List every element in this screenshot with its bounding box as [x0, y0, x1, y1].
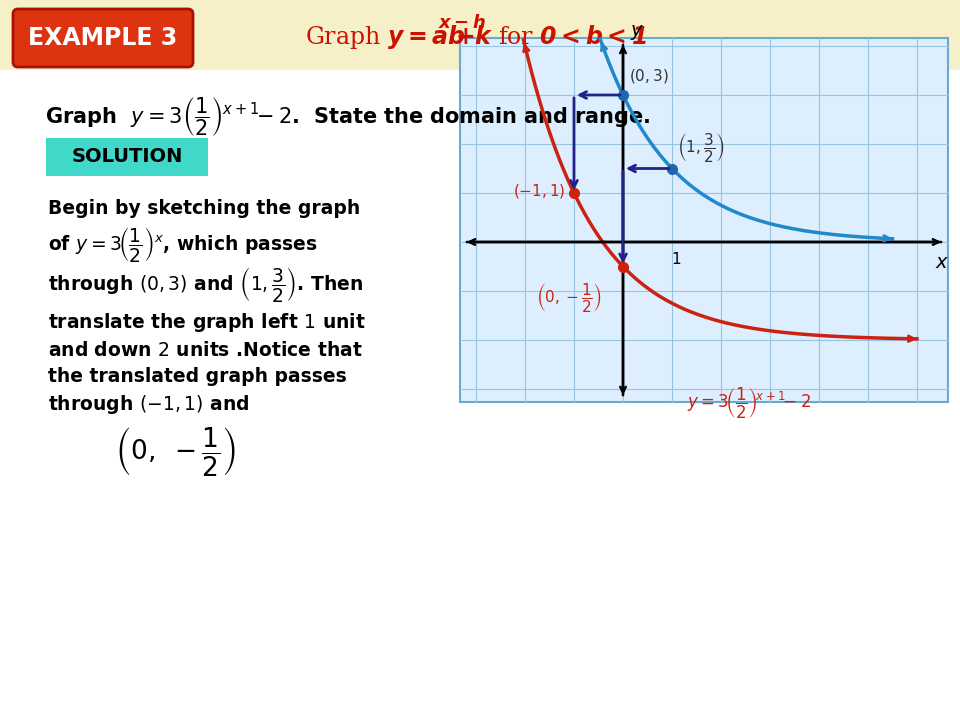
Text: 1: 1 [671, 253, 681, 268]
Text: $x$: $x$ [935, 253, 949, 271]
Text: $\bfit{+ k}$ for $\bfit{0 < b < 1}$: $\bfit{+ k}$ for $\bfit{0 < b < 1}$ [455, 25, 647, 48]
Text: SOLUTION: SOLUTION [71, 148, 182, 166]
Text: Begin by sketching the graph: Begin by sketching the graph [48, 199, 360, 217]
FancyBboxPatch shape [46, 138, 208, 176]
Text: through $(-1, 1)$ and: through $(-1, 1)$ and [48, 392, 250, 415]
Text: $\left(1, \dfrac{3}{2}\right)$: $\left(1, \dfrac{3}{2}\right)$ [677, 132, 724, 164]
Text: $y = 3\!\left(\dfrac{1}{2}\right)^{\!x+1}\!\! - 2$: $y = 3\!\left(\dfrac{1}{2}\right)^{\!x+1… [686, 386, 811, 421]
Text: $y$: $y$ [630, 22, 644, 42]
FancyBboxPatch shape [13, 9, 193, 67]
Text: $\bfit{x - h}$: $\bfit{x - h}$ [438, 14, 486, 32]
Text: through $(0, 3)$ and $\left(1, \dfrac{3}{2}\right)$. Then: through $(0, 3)$ and $\left(1, \dfrac{3}… [48, 264, 363, 304]
Text: $(0, 3)$: $(0, 3)$ [629, 67, 669, 85]
Text: and down $2$ units .Notice that: and down $2$ units .Notice that [48, 341, 363, 359]
Text: translate the graph left $1$ unit: translate the graph left $1$ unit [48, 312, 366, 335]
Text: $\left(0, -\dfrac{1}{2}\right)$: $\left(0, -\dfrac{1}{2}\right)$ [536, 281, 602, 313]
Text: of $y = 3\!\left(\dfrac{1}{2}\right)^{x}$, which passes: of $y = 3\!\left(\dfrac{1}{2}\right)^{x}… [48, 225, 318, 264]
Text: $\left(0,\ -\dfrac{1}{2}\right)$: $\left(0,\ -\dfrac{1}{2}\right)$ [115, 426, 236, 479]
Bar [0, 0, 960, 70]
Text: $(-1, 1)$: $(-1, 1)$ [514, 182, 566, 200]
Text: the translated graph passes: the translated graph passes [48, 367, 347, 387]
Text: Graph  $y = 3\left(\dfrac{1}{2}\right)^{x+1}\!\! -2$.  $\mathbf{State\ the\ doma: Graph $y = 3\left(\dfrac{1}{2}\right)^{x… [45, 94, 650, 138]
Bar [460, 38, 948, 402]
Text: EXAMPLE 3: EXAMPLE 3 [29, 26, 178, 50]
Text: Graph $\bfit{y} = \bfit{ab}$: Graph $\bfit{y} = \bfit{ab}$ [305, 23, 466, 51]
